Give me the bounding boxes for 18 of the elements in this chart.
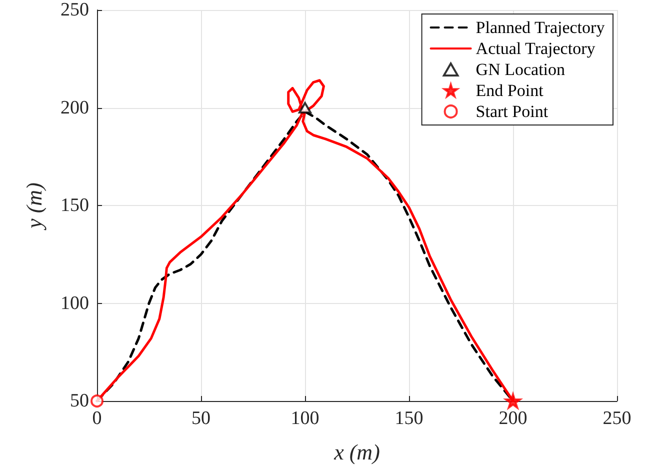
- x-tick-label: 50: [192, 408, 210, 429]
- legend-label: GN Location: [476, 60, 566, 79]
- x-tick-label: 100: [290, 408, 320, 429]
- y-tick-label: 250: [60, 0, 89, 20]
- x-tick-label: 200: [498, 408, 528, 429]
- legend-label: Start Point: [476, 102, 548, 121]
- x-tick-label: 250: [602, 408, 632, 429]
- x-axis-title: x (m): [333, 440, 380, 464]
- x-tick-label: 0: [92, 408, 102, 429]
- y-axis-title: y (m): [22, 182, 46, 230]
- y-tick-label: 100: [60, 292, 89, 314]
- legend-label: Planned Trajectory: [476, 18, 606, 37]
- y-tick-label: 200: [60, 97, 89, 118]
- x-tick-label: 150: [394, 408, 424, 429]
- legend-label: End Point: [476, 81, 544, 100]
- y-tick-label: 150: [60, 195, 89, 216]
- y-tick-label: 50: [70, 390, 89, 412]
- legend-label: Actual Trajectory: [476, 39, 596, 58]
